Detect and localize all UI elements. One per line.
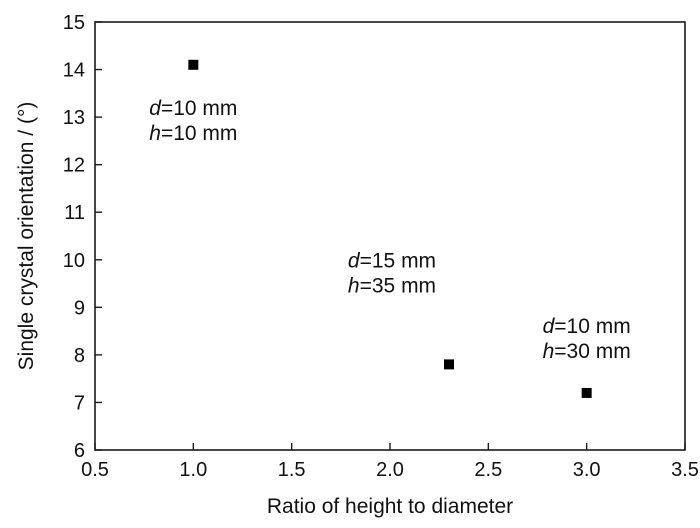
annotation-line: h=10 mm bbox=[149, 122, 237, 145]
annotation-line: d=10 mm bbox=[543, 315, 631, 338]
plot-frame bbox=[94, 21, 686, 451]
y-tick-label: 14 bbox=[63, 60, 85, 82]
annotation-value: =10 mm bbox=[554, 315, 630, 338]
axis-ticks: 0.5 1.0 1.5 2.0 2.5 3.0 3.5 6 7 8 9 10 11 12 13 14 15 bbox=[63, 12, 699, 481]
annotation-variable: h bbox=[348, 274, 360, 297]
y-tick-label: 6 bbox=[74, 440, 85, 462]
y-tick-label: 7 bbox=[74, 392, 85, 414]
annotation-value: =30 mm bbox=[554, 340, 630, 363]
annotation-variable: d bbox=[149, 97, 162, 120]
y-tick-label: 12 bbox=[63, 155, 85, 177]
annotation-line: h=30 mm bbox=[543, 340, 631, 363]
y-tick-label: 10 bbox=[63, 250, 85, 272]
y-axis-title: Single crystal orientation / (°) bbox=[15, 102, 38, 371]
y-tick-label: 9 bbox=[74, 297, 85, 319]
y-tick-label: 15 bbox=[63, 12, 85, 34]
point-annotation: d=10 mmh=10 mm bbox=[149, 97, 237, 145]
annotation-variable: h bbox=[543, 340, 555, 363]
data-points bbox=[188, 59, 592, 398]
annotation-line: h=35 mm bbox=[348, 274, 436, 297]
annotation-variable: h bbox=[149, 122, 161, 145]
x-tick-label: 3.0 bbox=[573, 459, 601, 481]
y-tick-label: 13 bbox=[63, 107, 85, 129]
y-tick-label: 8 bbox=[74, 345, 85, 367]
annotation-value: =35 mm bbox=[360, 274, 436, 297]
x-tick-label: 0.5 bbox=[81, 459, 109, 481]
point-annotations: d=10 mmh=10 mmd=15 mmh=35 mmd=10 mmh=30 … bbox=[149, 97, 630, 363]
x-tick-label: 1.0 bbox=[179, 459, 207, 481]
point-annotation: d=15 mmh=35 mm bbox=[348, 249, 436, 297]
data-point bbox=[188, 59, 199, 70]
annotation-value: =15 mm bbox=[360, 249, 436, 272]
data-point bbox=[581, 387, 592, 398]
x-tick-label: 1.5 bbox=[278, 459, 306, 481]
axes bbox=[94, 21, 686, 451]
annotation-line: d=10 mm bbox=[149, 97, 237, 120]
annotation-value: =10 mm bbox=[161, 97, 237, 120]
x-tick-label: 2.0 bbox=[376, 459, 404, 481]
annotation-variable: d bbox=[348, 249, 361, 272]
x-tick-label: 2.5 bbox=[474, 459, 502, 481]
y-tick-label: 11 bbox=[64, 202, 85, 224]
annotation-line: d=15 mm bbox=[348, 249, 436, 272]
annotation-value: =10 mm bbox=[161, 122, 237, 145]
x-tick-label: 3.5 bbox=[671, 459, 699, 481]
point-annotation: d=10 mmh=30 mm bbox=[543, 315, 631, 363]
x-axis-title: Ratio of height to diameter bbox=[267, 495, 513, 518]
annotation-variable: d bbox=[543, 315, 556, 338]
data-point bbox=[444, 359, 454, 370]
